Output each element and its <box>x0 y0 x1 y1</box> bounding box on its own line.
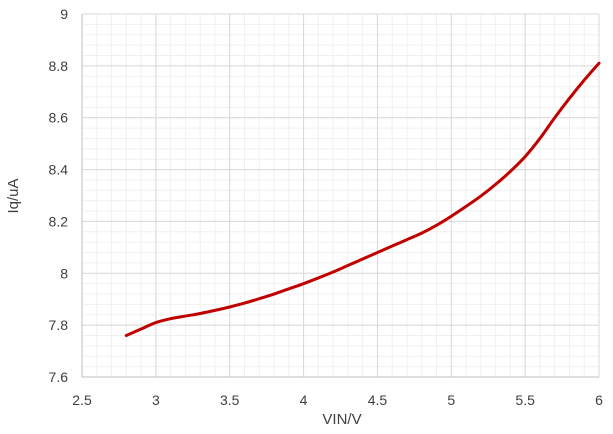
y-tick-label: 7.6 <box>49 369 69 385</box>
y-tick-label: 9 <box>60 6 68 22</box>
x-tick-label: 2.5 <box>72 392 92 408</box>
y-tick-label: 8 <box>60 265 68 281</box>
series-line <box>124 61 601 338</box>
y-tick-label: 8.4 <box>49 162 69 178</box>
x-tick-label: 3.5 <box>220 392 240 408</box>
y-axis-title: Iq/uA <box>5 178 22 213</box>
x-tick-label: 6 <box>595 392 603 408</box>
x-tick-label: 5.5 <box>515 392 535 408</box>
y-tick-label: 8.2 <box>49 213 69 229</box>
x-tick-label: 4 <box>300 392 308 408</box>
x-tick-label: 3 <box>152 392 160 408</box>
x-tick-labels: 2.5 3 3.5 4 4.5 5 5.5 6 <box>72 392 603 408</box>
y-tick-labels: 7.6 7.8 8 8.2 8.4 8.6 8.8 9 <box>49 6 69 385</box>
x-tick-label: 4.5 <box>368 392 388 408</box>
x-axis-title: VIN/V <box>322 411 361 428</box>
x-tick-label: 5 <box>447 392 455 408</box>
series-layer <box>124 61 601 338</box>
axis-lines <box>81 14 599 378</box>
y-tick-label: 7.8 <box>49 317 69 333</box>
y-tick-label: 8.8 <box>49 58 69 74</box>
y-tick-label: 8.6 <box>49 110 69 126</box>
